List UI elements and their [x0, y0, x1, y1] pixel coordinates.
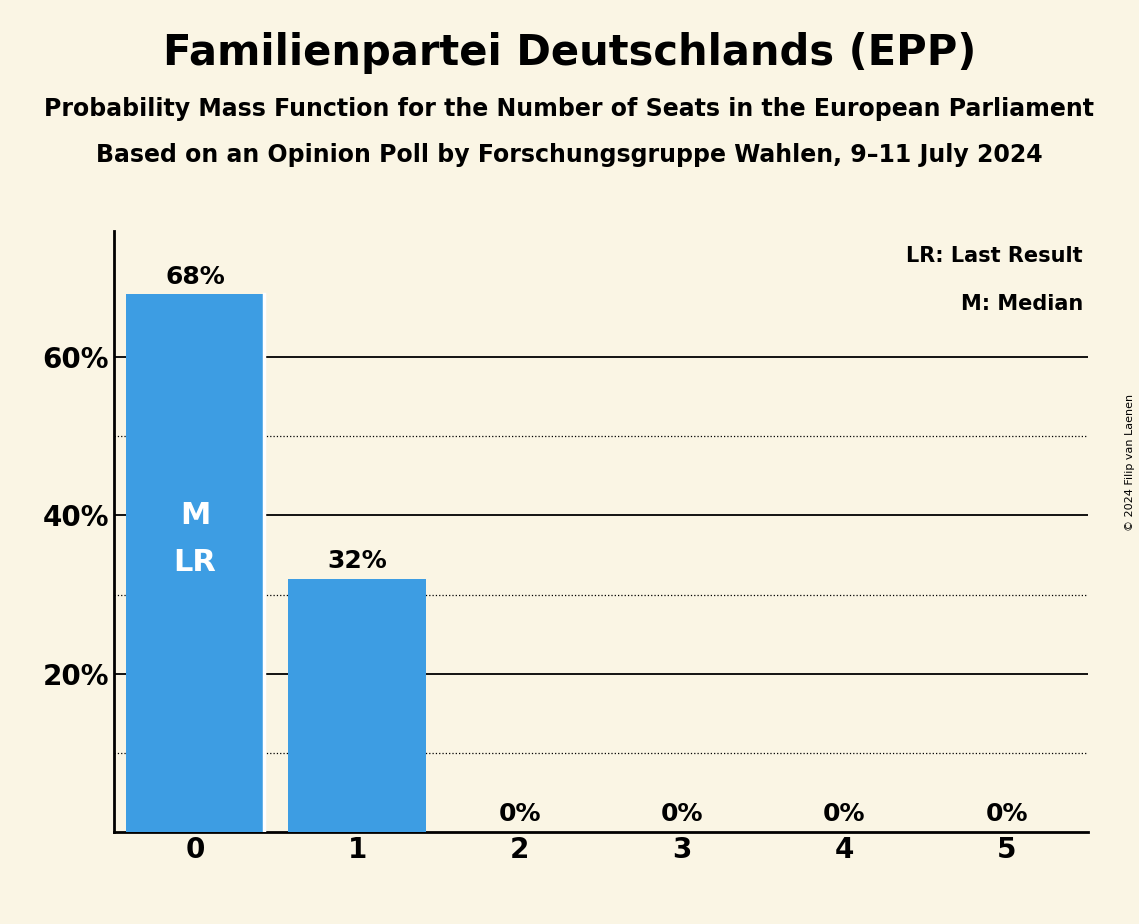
Text: 0%: 0%: [661, 802, 703, 826]
Text: 0%: 0%: [499, 802, 541, 826]
Text: Familienpartei Deutschlands (EPP): Familienpartei Deutschlands (EPP): [163, 32, 976, 74]
Text: M: Median: M: Median: [960, 294, 1083, 314]
Text: © 2024 Filip van Laenen: © 2024 Filip van Laenen: [1125, 394, 1134, 530]
Text: 0%: 0%: [985, 802, 1027, 826]
Bar: [288, 578, 426, 832]
Text: Based on an Opinion Poll by Forschungsgruppe Wahlen, 9–11 July 2024: Based on an Opinion Poll by Forschungsgr…: [96, 143, 1043, 167]
Text: Probability Mass Function for the Number of Seats in the European Parliament: Probability Mass Function for the Number…: [44, 97, 1095, 121]
Text: M: M: [180, 501, 211, 530]
Bar: [126, 294, 264, 832]
Text: 68%: 68%: [165, 264, 224, 288]
Text: LR: LR: [173, 549, 216, 578]
Text: 0%: 0%: [823, 802, 866, 826]
Text: 32%: 32%: [328, 549, 387, 573]
Text: LR: Last Result: LR: Last Result: [907, 246, 1083, 266]
